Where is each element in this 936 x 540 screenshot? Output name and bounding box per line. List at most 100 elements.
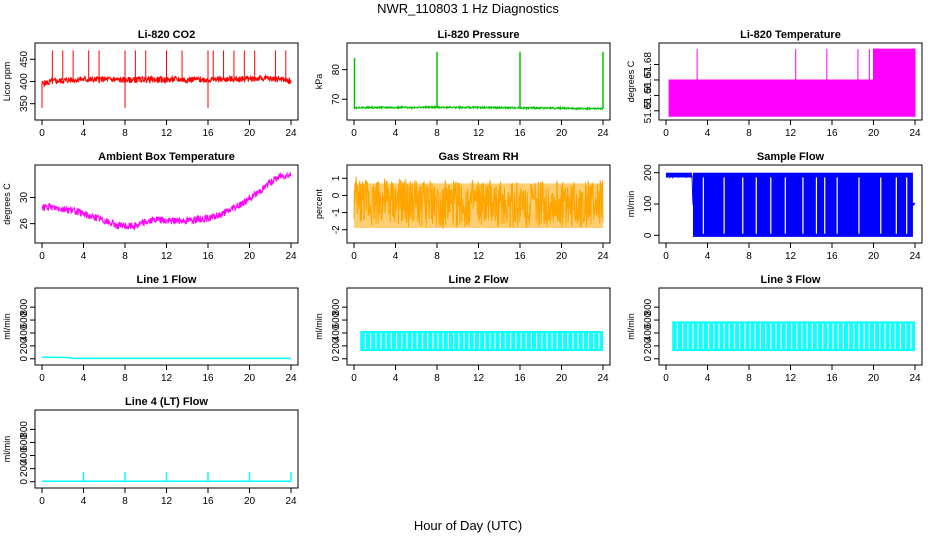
x-tick-label: 16 <box>514 373 526 384</box>
plot-frame <box>34 287 299 366</box>
x-tick-label: 16 <box>202 128 214 139</box>
y-tick-label: 400 <box>331 324 342 341</box>
y-tick-label: 0 <box>19 356 30 362</box>
x-tick-label: 24 <box>285 496 297 507</box>
x-tick-label: 12 <box>161 251 173 262</box>
y-tick-label: 200 <box>331 337 342 354</box>
panel-4: Gas Stream RH 0 4 8 12 16 20 24 -2 -1 0 1 percent <box>314 151 611 262</box>
x-tick-label: 4 <box>705 373 711 384</box>
x-tick-label: 12 <box>161 373 173 384</box>
x-tick-label: 20 <box>556 128 568 139</box>
x-tick-label: 20 <box>244 251 256 262</box>
panel-9: Line 4 (LT) Flow 0 4 8 12 16 20 24 0 200400600800… <box>2 396 299 507</box>
panel-title: Li-820 Pressure <box>438 29 520 41</box>
x-tick-label: 16 <box>202 373 214 384</box>
y-tick-label: 800 <box>331 298 342 315</box>
x-tick-label: 12 <box>473 251 485 262</box>
panel-title: Sample Flow <box>757 151 825 163</box>
y-tick-label: 400 <box>643 324 654 341</box>
x-tick-label: 4 <box>705 128 711 139</box>
x-tick-label: 8 <box>122 128 128 139</box>
y-tick-label: 350 <box>19 95 30 112</box>
x-tick-label: 24 <box>597 373 609 384</box>
x-tick-label: 8 <box>746 128 752 139</box>
figure-x-axis-label: Hour of Day (UTC) <box>413 518 523 533</box>
x-tick-label: 4 <box>81 373 87 384</box>
x-tick-label: 8 <box>122 373 128 384</box>
x-tick-label: 8 <box>434 373 440 384</box>
series-top-band <box>666 172 692 178</box>
y-axis-label: ml/min <box>2 436 12 463</box>
y-tick-label: 0 <box>643 356 654 362</box>
x-tick-label: 12 <box>161 496 173 507</box>
y-tick-label: 0 <box>331 192 342 198</box>
y-tick-label: 600 <box>19 311 30 328</box>
plot-frame <box>346 287 611 366</box>
y-tick-label: 51.67 <box>643 67 654 92</box>
y-tick-label: 0 <box>331 356 342 362</box>
x-tick-label: 0 <box>663 373 669 384</box>
x-tick-label: 20 <box>868 373 880 384</box>
y-tick-label: 450 <box>19 51 30 68</box>
x-tick-label: 24 <box>285 373 297 384</box>
x-tick-label: 16 <box>202 251 214 262</box>
y-tick-label: 400 <box>19 324 30 341</box>
x-tick-label: 0 <box>351 251 357 262</box>
x-tick-label: 8 <box>122 251 128 262</box>
x-tick-label: 16 <box>826 128 838 139</box>
x-tick-label: 24 <box>909 373 921 384</box>
series-line <box>353 104 604 111</box>
panel-0: Li-820 CO2 0 4 8 12 16 20 24 350 400 450 Licor ppm <box>2 29 299 139</box>
x-tick-label: 16 <box>202 496 214 507</box>
x-tick-label: 24 <box>597 128 609 139</box>
x-tick-label: 0 <box>39 251 45 262</box>
x-tick-label: 24 <box>285 251 297 262</box>
y-tick-label: 0 <box>19 479 30 485</box>
x-tick-label: 12 <box>785 373 797 384</box>
x-tick-label: 0 <box>351 373 357 384</box>
x-tick-label: 4 <box>393 251 399 262</box>
y-tick-label: 51.68 <box>643 52 654 77</box>
panel-title: Ambient Box Temperature <box>98 151 235 163</box>
panel-title: Gas Stream RH <box>438 151 518 163</box>
panel-title: Line 4 (LT) Flow <box>125 396 208 408</box>
y-tick-label: 80 <box>331 64 342 76</box>
x-tick-label: 20 <box>556 251 568 262</box>
y-tick-label: 200 <box>19 460 30 477</box>
panel-title: Li-820 Temperature <box>740 29 841 41</box>
y-tick-label: 70 <box>331 93 342 105</box>
x-tick-label: 12 <box>785 251 797 262</box>
y-tick-label: 600 <box>19 434 30 451</box>
x-tick-label: 20 <box>556 373 568 384</box>
panel-title: Li-820 CO2 <box>138 29 195 41</box>
panel-1: Li-820 Pressure 0 4 8 12 16 20 24 70 80 kPa <box>314 29 611 139</box>
y-axis-label: kPa <box>314 74 324 90</box>
y-tick-label: 51.65 <box>643 98 654 123</box>
y-tick-label: 30 <box>19 191 30 203</box>
figure-title: NWR_110803 1 Hz Diagnostics <box>377 1 559 16</box>
x-tick-label: 0 <box>39 373 45 384</box>
x-tick-label: 0 <box>663 251 669 262</box>
y-tick-label: 0 <box>643 232 654 238</box>
plot-frame <box>34 164 299 244</box>
series-line <box>42 356 291 360</box>
y-axis-label: ml/min <box>314 313 324 340</box>
y-tick-label: 400 <box>19 73 30 90</box>
x-tick-label: 20 <box>244 373 256 384</box>
panel-title: Line 2 Flow <box>449 274 509 286</box>
panel-5: Sample Flow 0 4 8 12 16 20 24 0 100 200 ml/min <box>626 151 923 262</box>
x-tick-label: 8 <box>434 128 440 139</box>
y-tick-label: 26 <box>19 218 30 230</box>
series-fill <box>668 48 916 117</box>
x-tick-label: 4 <box>81 251 87 262</box>
series-band <box>354 183 603 228</box>
x-tick-label: 12 <box>473 373 485 384</box>
x-tick-label: 16 <box>514 251 526 262</box>
x-tick-label: 0 <box>39 496 45 507</box>
y-tick-label: 200 <box>643 164 654 181</box>
